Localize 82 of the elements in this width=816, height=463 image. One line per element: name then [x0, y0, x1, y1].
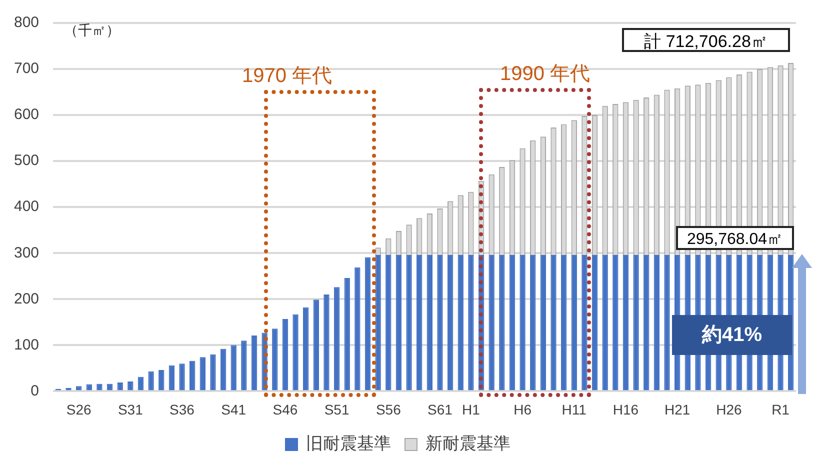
bar — [158, 370, 164, 390]
x-tick-label: S41 — [221, 401, 246, 418]
bar — [324, 294, 330, 390]
legend-label: 新耐震基準 — [426, 434, 510, 454]
y-axis-title: （千㎡） — [64, 22, 120, 40]
x-tick-label: S51 — [324, 401, 350, 418]
bar — [406, 254, 412, 390]
y-tick-label: 700 — [14, 60, 40, 78]
bar — [437, 254, 443, 390]
bar — [168, 365, 175, 390]
bar — [550, 254, 556, 390]
bar — [138, 376, 144, 390]
bar — [282, 318, 288, 390]
bar — [499, 254, 505, 390]
bar — [272, 328, 278, 390]
bar — [530, 254, 536, 390]
bar — [251, 336, 258, 390]
x-tick-label: S56 — [376, 401, 402, 418]
bar — [416, 254, 422, 390]
bar — [582, 254, 588, 390]
bar — [468, 254, 474, 390]
y-tick-label: 100 — [14, 336, 40, 354]
y-tick-label: 600 — [14, 106, 40, 124]
bar — [303, 307, 309, 390]
annotation: 295,768.04㎡ — [676, 226, 794, 250]
bar — [592, 254, 598, 390]
x-tick-label: H26 — [716, 401, 742, 418]
bar — [540, 254, 546, 390]
bar — [654, 254, 660, 390]
bar — [458, 254, 464, 390]
annotation: 計 712,706.28㎡ — [622, 28, 790, 52]
bar — [622, 254, 629, 390]
bar — [292, 314, 298, 390]
y-tick-label: 500 — [14, 152, 40, 170]
x-tick-label: S26 — [66, 401, 92, 418]
x-tick-label: S61 — [428, 401, 453, 418]
bar — [426, 254, 433, 390]
y-tick-label: 300 — [14, 244, 40, 262]
bar — [520, 254, 526, 390]
bar — [200, 357, 206, 390]
bar — [386, 254, 392, 390]
bar — [210, 354, 216, 390]
bar — [220, 348, 226, 390]
x-tick-label: H1 — [462, 401, 480, 418]
x-tick-label: H6 — [514, 401, 532, 418]
y-tick-label: 0 — [30, 382, 40, 400]
annotation: 約41% — [672, 315, 792, 355]
bar — [148, 371, 154, 390]
bar — [571, 254, 577, 390]
x-tick-label: S46 — [272, 401, 298, 418]
x-tick-label: S31 — [118, 401, 144, 418]
bar — [375, 254, 381, 390]
bar — [509, 254, 516, 390]
bar — [447, 254, 454, 390]
bar — [334, 287, 340, 390]
bar — [230, 345, 236, 390]
bar — [633, 254, 639, 390]
bar — [364, 257, 371, 390]
y-tick-label: 400 — [14, 198, 40, 216]
bar — [644, 254, 650, 390]
bar — [612, 254, 618, 390]
bar — [664, 254, 670, 390]
bar — [488, 254, 494, 390]
bar — [354, 267, 360, 390]
annotation: 1990 年代 — [500, 62, 590, 87]
y-tick-label: 800 — [14, 14, 40, 32]
bar — [241, 340, 247, 390]
legend-label: 旧耐震基準 — [306, 434, 391, 454]
x-tick-label: R1 — [772, 401, 790, 418]
y-tick-label: 200 — [14, 290, 40, 308]
bar — [396, 254, 402, 390]
x-tick-label: H11 — [562, 401, 587, 418]
x-tick-label: H16 — [612, 401, 639, 418]
annotation: 1970 年代 — [242, 64, 332, 89]
bar — [189, 360, 196, 390]
bar — [344, 278, 350, 390]
bar — [313, 300, 319, 390]
bar — [560, 254, 567, 390]
x-tick-label: H21 — [664, 401, 690, 418]
bar — [179, 364, 185, 390]
bar — [602, 254, 608, 390]
x-tick-label: S36 — [170, 401, 195, 418]
